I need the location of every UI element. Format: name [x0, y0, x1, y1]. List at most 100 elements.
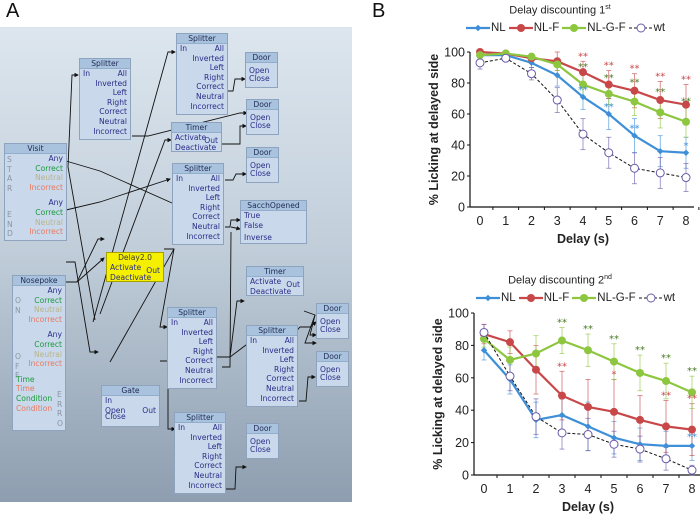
port-out[interactable]: Out: [142, 405, 156, 415]
port-out[interactable]: Out: [286, 280, 300, 289]
door-node[interactable]: Door Open Close: [246, 99, 279, 135]
port-inverted[interactable]: Inverted: [188, 183, 220, 193]
port-all[interactable]: In All: [168, 318, 216, 328]
gate-node[interactable]: Gate In Open Out Close: [101, 385, 160, 427]
port-out[interactable]: Out: [146, 266, 160, 275]
port-correct[interactable]: Correct: [34, 295, 62, 305]
port-open[interactable]: Open: [250, 113, 271, 122]
port-correct[interactable]: Correct: [192, 212, 220, 222]
port-in[interactable]: In: [176, 174, 184, 183]
port-left[interactable]: Left: [112, 88, 127, 98]
splitter-node[interactable]: Splitter In All Inverted Left Right Correct Neu…: [246, 325, 298, 407]
port-incorrect[interactable]: Incorrect: [29, 182, 63, 192]
port-correct[interactable]: Correct: [194, 461, 222, 471]
port-open[interactable]: Open Out: [102, 406, 159, 416]
port-true[interactable]: True: [244, 211, 261, 220]
port-in[interactable]: In: [83, 69, 91, 78]
port-all[interactable]: In All: [80, 69, 130, 79]
port-left[interactable]: Left: [209, 63, 224, 73]
sacch-opened-node[interactable]: SacchOpened True False Inverse: [240, 200, 307, 244]
port-close[interactable]: Close: [250, 120, 271, 130]
port-right[interactable]: Right: [200, 202, 220, 212]
port-neutral[interactable]: Neutral: [191, 221, 220, 231]
port-out[interactable]: Out: [204, 136, 218, 145]
port-in[interactable]: In: [250, 336, 258, 345]
port-in[interactable]: In: [178, 423, 186, 432]
timer-node[interactable]: Timer Activate Out Deactivate: [246, 266, 304, 296]
port-open[interactable]: Open: [250, 161, 271, 170]
port-neutral[interactable]: Neutral: [193, 470, 222, 480]
port-close[interactable]: Close: [250, 444, 271, 454]
splitter-node[interactable]: Splitter In All Inverted Left Right Correct Neu…: [176, 33, 228, 115]
port-neutral[interactable]: Neutral: [33, 349, 62, 359]
port-close[interactable]: Close: [250, 168, 271, 178]
port-condition[interactable]: Condition: [16, 393, 53, 403]
port-any[interactable]: Any: [48, 154, 63, 163]
port-inverted[interactable]: Inverted: [262, 345, 294, 355]
delay-node[interactable]: Delay2.0 Activate Out Deactivate: [106, 252, 164, 282]
port-time[interactable]: Time: [16, 374, 35, 384]
port-neutral[interactable]: Neutral: [33, 305, 62, 315]
port-correct[interactable]: Correct: [266, 374, 294, 384]
port-right[interactable]: Right: [107, 97, 127, 107]
port-neutral[interactable]: Neutral: [184, 365, 213, 375]
timer-node[interactable]: Timer Activate Out Deactivate: [171, 122, 222, 152]
port-incorrect[interactable]: Incorrect: [260, 393, 294, 403]
port-open[interactable]: Open: [320, 317, 341, 326]
node-editor-canvas[interactable]: Visit S T A R Any Correct Neutral Incorr…: [0, 27, 352, 502]
port-right[interactable]: Right: [202, 451, 222, 461]
port-incorrect[interactable]: Incorrect: [188, 480, 222, 490]
port-inverted[interactable]: Inverted: [181, 327, 213, 337]
splitter-node[interactable]: Splitter In All Inverted Left Right Correct Neu…: [172, 163, 224, 245]
port-false[interactable]: False: [244, 220, 264, 230]
port-neutral[interactable]: Neutral: [34, 217, 63, 227]
port-inverted[interactable]: Inverted: [190, 432, 222, 442]
port-left[interactable]: Left: [198, 337, 213, 347]
port-deactivate[interactable]: Deactivate: [250, 286, 292, 296]
port-incorrect[interactable]: Incorrect: [28, 359, 62, 369]
port-close[interactable]: Close: [320, 372, 341, 382]
port-left[interactable]: Left: [207, 442, 222, 452]
door-node[interactable]: Door Open Close: [246, 423, 279, 459]
port-open[interactable]: Open: [320, 365, 341, 374]
port-close[interactable]: Close: [105, 412, 126, 422]
port-neutral[interactable]: Neutral: [98, 116, 127, 126]
port-neutral[interactable]: Neutral: [34, 173, 63, 183]
port-any[interactable]: Any: [48, 198, 63, 208]
port-left[interactable]: Left: [205, 193, 220, 203]
port-all[interactable]: In All: [247, 336, 297, 346]
door-node[interactable]: Door Open Close: [246, 147, 279, 183]
port-correct[interactable]: Correct: [99, 107, 127, 117]
port-close[interactable]: Close: [320, 324, 341, 334]
port-correct[interactable]: Correct: [34, 339, 62, 349]
port-close[interactable]: Close: [249, 73, 270, 83]
port-any[interactable]: Any: [47, 330, 62, 340]
port-inverted[interactable]: Inverted: [192, 53, 224, 63]
port-in[interactable]: In: [171, 318, 179, 327]
port-activate[interactable]: Activate Out: [172, 133, 221, 145]
port-all[interactable]: In All: [175, 423, 225, 433]
port-all[interactable]: In All: [173, 174, 223, 184]
port-incorrect[interactable]: Incorrect: [93, 126, 127, 136]
port-time[interactable]: Time: [16, 384, 35, 394]
splitter-node[interactable]: Splitter In All Inverted Left Right Correct Neu…: [79, 58, 131, 140]
door-node[interactable]: Door Open Close: [316, 351, 349, 387]
port-inverse[interactable]: Inverse: [244, 233, 272, 243]
port-correct[interactable]: Correct: [35, 163, 63, 173]
door-node[interactable]: Door Open Close: [245, 52, 278, 88]
port-deactivate[interactable]: Deactivate: [110, 272, 152, 282]
nosepoke-node[interactable]: Nosepoke O N Any Correct Neutral Incorre…: [12, 275, 66, 431]
port-open[interactable]: Open: [250, 437, 271, 446]
port-activate[interactable]: Activate Out: [107, 263, 163, 275]
port-incorrect[interactable]: Incorrect: [186, 231, 220, 241]
port-activate[interactable]: Activate Out: [247, 277, 303, 289]
port-all[interactable]: In All: [177, 44, 227, 54]
port-any[interactable]: Any: [47, 286, 62, 295]
splitter-node[interactable]: Splitter In All Inverted Left Right Correct Neu…: [167, 307, 217, 389]
port-incorrect[interactable]: Incorrect: [190, 101, 224, 111]
port-right[interactable]: Right: [274, 364, 294, 374]
port-incorrect[interactable]: Incorrect: [28, 314, 62, 324]
port-left[interactable]: Left: [279, 355, 294, 365]
port-in[interactable]: In: [180, 44, 188, 53]
port-incorrect[interactable]: Incorrect: [179, 375, 213, 385]
